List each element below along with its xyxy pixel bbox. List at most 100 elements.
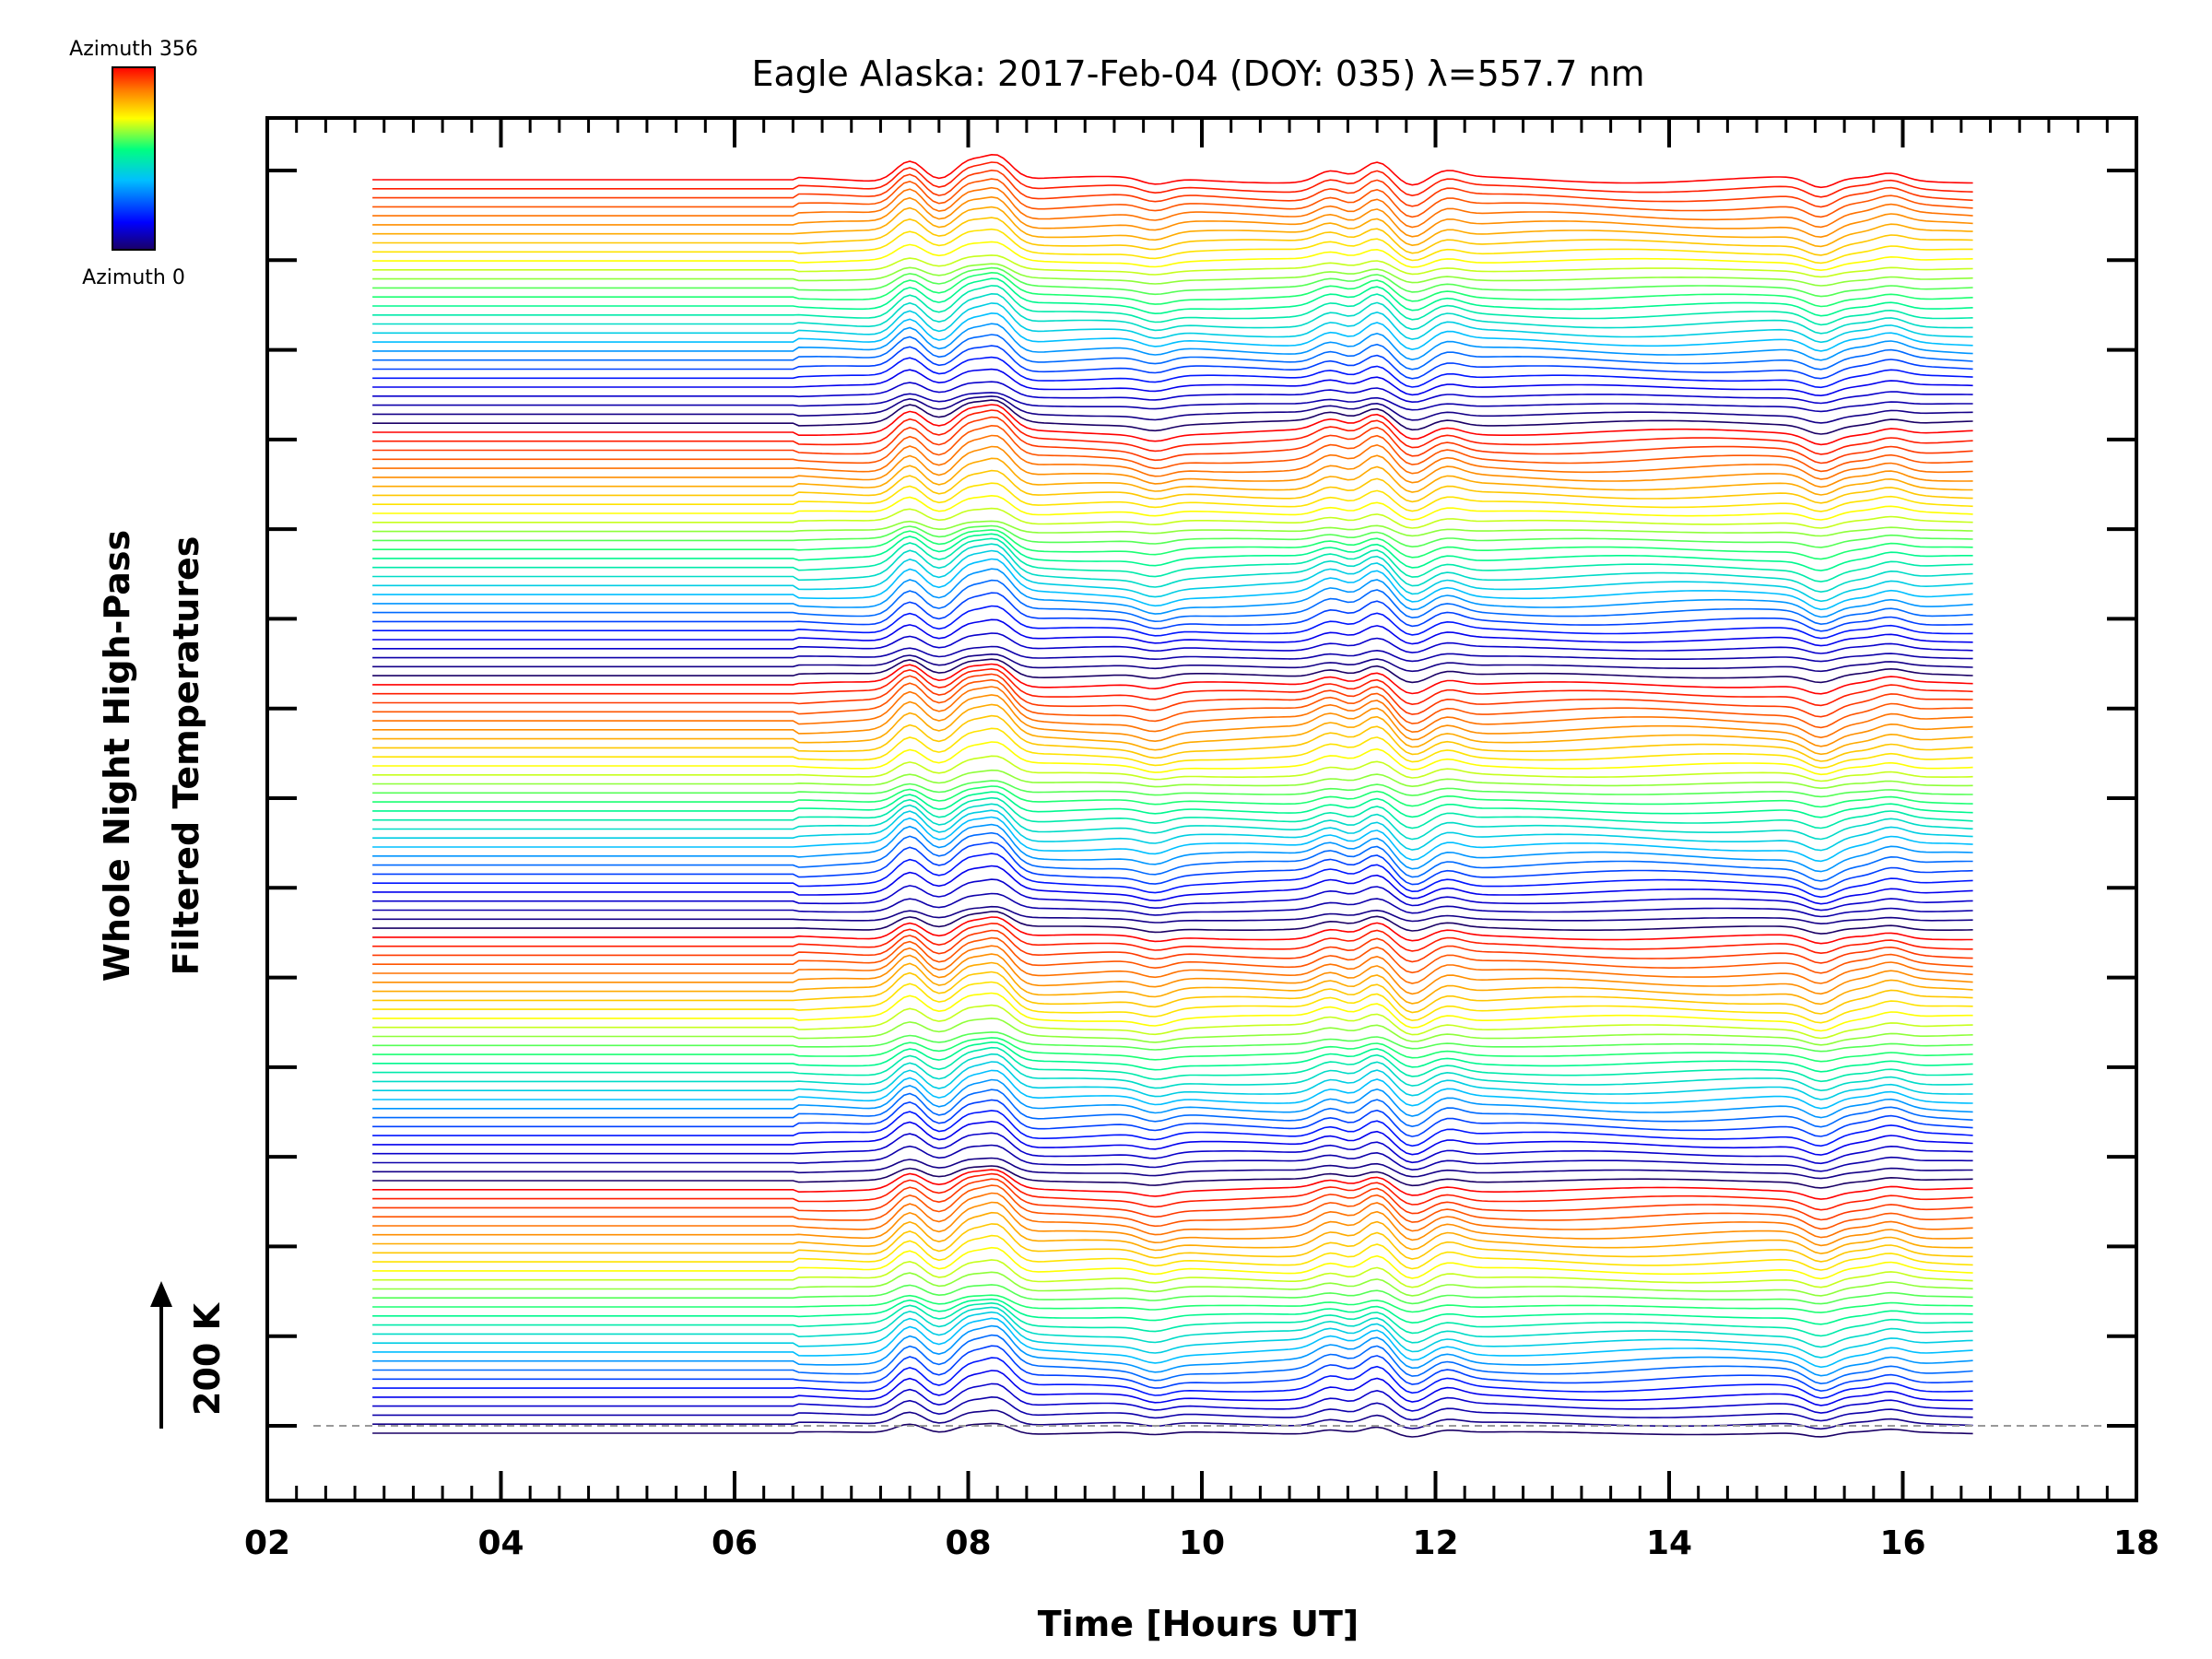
series-line <box>372 579 1973 626</box>
series-line <box>372 678 1973 729</box>
series-line <box>372 663 1973 695</box>
series-line <box>372 1334 1973 1385</box>
series-line <box>372 1157 1973 1180</box>
series-line <box>372 769 1973 790</box>
series-line <box>372 206 1973 248</box>
series-line <box>372 1004 1973 1040</box>
series-line <box>372 241 1973 272</box>
x-tick-label: 16 <box>1879 1524 1925 1562</box>
series-line <box>372 1184 1973 1230</box>
series-line <box>372 543 1973 594</box>
series-line <box>372 1120 1973 1156</box>
series-line <box>372 1298 1973 1325</box>
series-line <box>372 1169 1973 1200</box>
x-tick-label: 04 <box>477 1524 524 1562</box>
x-tick-label: 14 <box>1646 1524 1692 1562</box>
x-axis-label: Time [Hours UT] <box>1038 1604 1359 1644</box>
series-line <box>372 445 1973 488</box>
series-line <box>372 1395 1973 1422</box>
series-line <box>372 399 1973 435</box>
x-tick-label: 18 <box>2113 1524 2159 1562</box>
y-axis-label-line2: Filtered Temperatures <box>166 536 206 976</box>
series-line <box>372 195 1973 239</box>
series-line <box>372 263 1973 287</box>
series-line <box>372 703 1973 756</box>
series-line <box>372 816 1973 863</box>
x-tick-label: 12 <box>1412 1524 1458 1562</box>
series-line <box>372 334 1973 371</box>
series-line <box>372 537 1973 582</box>
x-tick-label: 08 <box>945 1524 991 1562</box>
series-line <box>372 1284 1973 1305</box>
series-line <box>372 434 1973 480</box>
series-line <box>372 161 1973 198</box>
series-line <box>372 1110 1973 1147</box>
colorbar-top-label: Azimuth 356 <box>69 38 198 61</box>
series-line <box>372 796 1973 830</box>
series-line <box>372 395 1973 424</box>
scale-label: 200 K <box>187 1301 228 1416</box>
series-line <box>372 392 1973 413</box>
series-line <box>372 277 1973 317</box>
y-axis-ticks <box>267 169 2136 1428</box>
series-line <box>372 865 1973 905</box>
series-line <box>372 592 1973 632</box>
series-line <box>372 323 1973 361</box>
series-line <box>372 1192 1973 1239</box>
colorbar <box>112 66 156 251</box>
series-line <box>372 1345 1973 1393</box>
series-line <box>372 1201 1973 1247</box>
series-line <box>372 1301 1973 1337</box>
series-line <box>372 961 1973 1006</box>
series-line <box>372 549 1973 603</box>
series-line <box>372 667 1973 707</box>
series-line <box>372 169 1973 208</box>
series-line <box>372 632 1973 654</box>
series-line <box>372 658 1973 684</box>
series-line <box>372 271 1973 308</box>
series-line <box>372 714 1973 762</box>
series-line <box>372 1234 1973 1271</box>
series-line <box>372 809 1973 852</box>
series-line <box>372 853 1973 899</box>
series-line <box>372 1211 1973 1254</box>
series-line <box>372 803 1973 841</box>
colorbar-bottom-label: Azimuth 0 <box>82 266 185 289</box>
series-line <box>372 618 1973 647</box>
y-axis-label-line1: Whole Night High-Pass <box>97 530 137 982</box>
series-line <box>372 892 1973 918</box>
series-line <box>372 302 1973 344</box>
series-line <box>372 1031 1973 1053</box>
series-line <box>372 482 1973 512</box>
series-line <box>372 694 1973 747</box>
series-line <box>372 1037 1973 1063</box>
x-tick-label: 02 <box>244 1524 290 1562</box>
series-line <box>372 1172 1973 1211</box>
series-line <box>372 1324 1973 1377</box>
series-line <box>372 686 1973 739</box>
series-line <box>372 457 1973 496</box>
series-lines <box>372 153 1973 1438</box>
x-axis-ticks: 02 04 06 08 10 12 14 16 18 <box>244 118 2159 1562</box>
series-line <box>372 1099 1973 1137</box>
series-line <box>372 953 1973 995</box>
series-line <box>372 653 1973 673</box>
series-line <box>372 558 1973 611</box>
series-line <box>372 568 1973 618</box>
series-line <box>372 780 1973 798</box>
series-line <box>372 1294 1973 1313</box>
series-line <box>372 153 1973 189</box>
series-line <box>372 520 1973 537</box>
series-line <box>372 533 1973 571</box>
series-line <box>372 356 1973 389</box>
series-line <box>372 755 1973 782</box>
series-line <box>372 416 1973 465</box>
series-line <box>372 945 1973 984</box>
series-line <box>372 911 1973 935</box>
series-line <box>372 929 1973 964</box>
series-line <box>372 1046 1973 1083</box>
series-line <box>372 936 1973 974</box>
series-line <box>372 1041 1973 1073</box>
series-line <box>372 916 1973 945</box>
